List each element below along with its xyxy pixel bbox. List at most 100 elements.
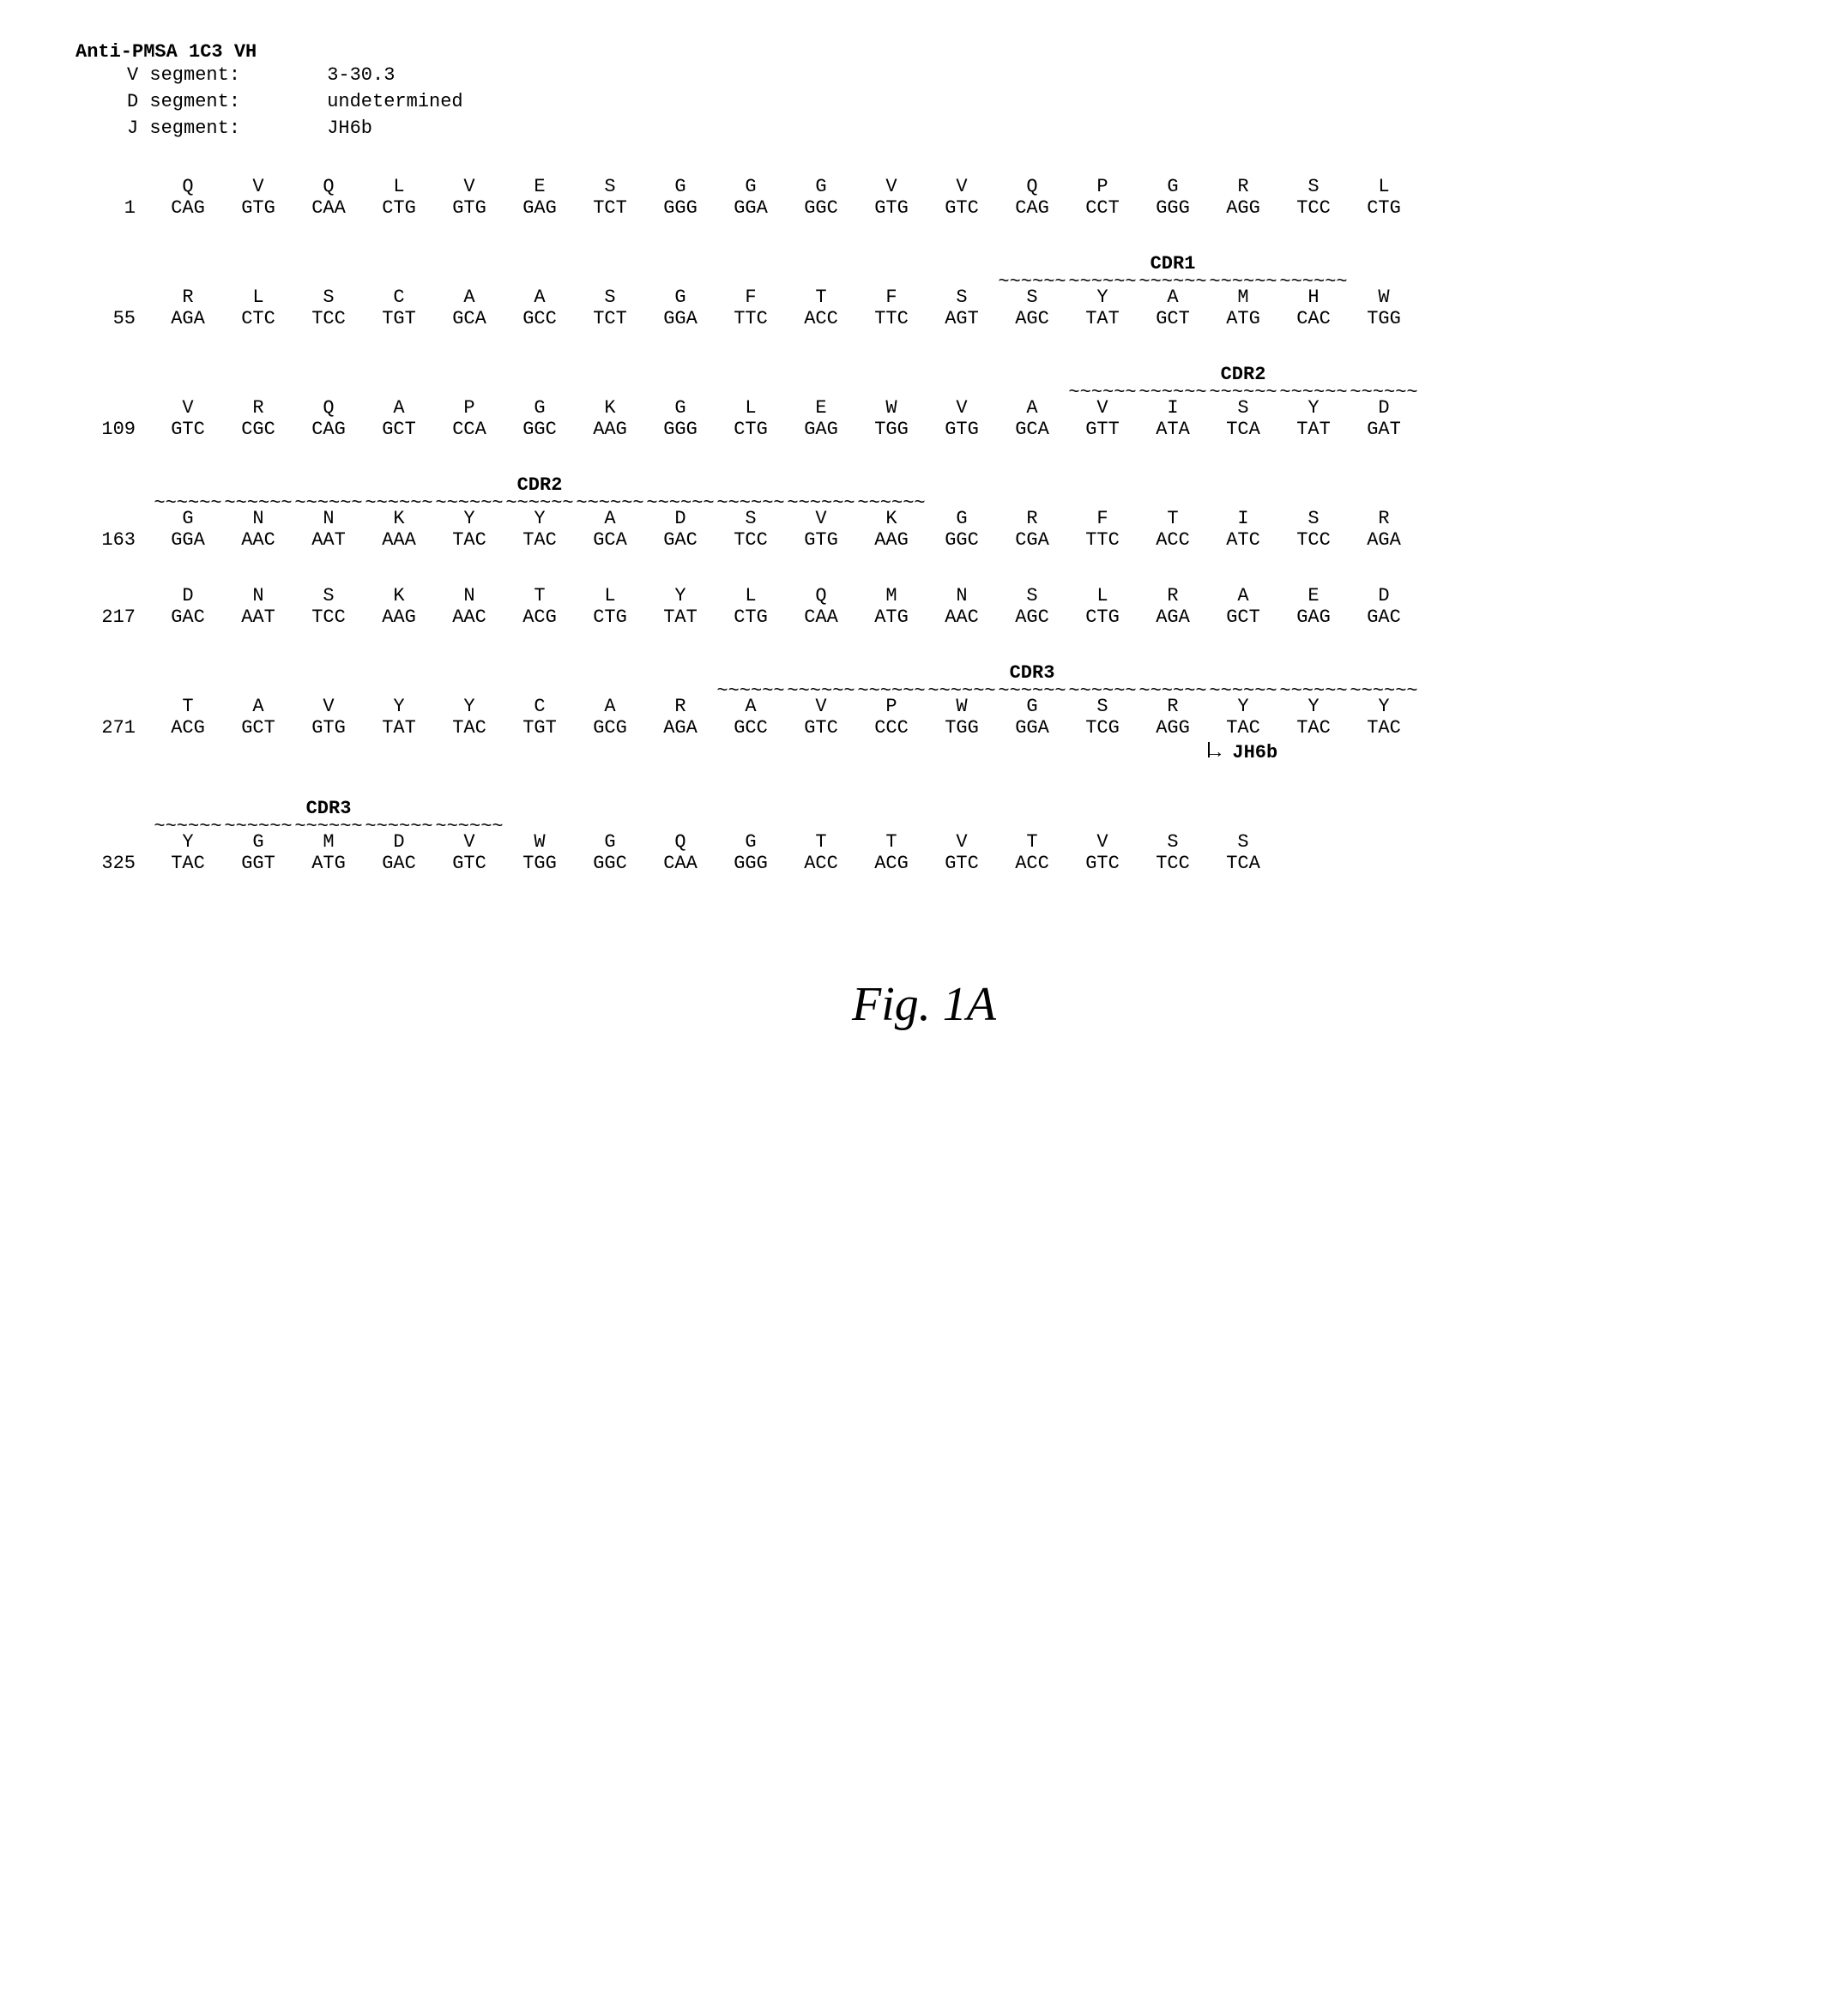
amino-acid: C xyxy=(364,287,434,308)
cdr-underline: ~~~~~~ xyxy=(153,819,223,831)
codon: ATA xyxy=(1138,419,1208,440)
codon: TCC xyxy=(293,308,364,329)
amino-acid: T xyxy=(153,696,223,717)
codon: GTC xyxy=(434,853,504,874)
amino-acid: Y xyxy=(153,831,223,853)
amino-acid: L xyxy=(575,585,645,606)
amino-acid: Y xyxy=(1278,397,1349,419)
codon: AAG xyxy=(575,419,645,440)
cdr-underline: ~~~~~~ xyxy=(293,819,364,831)
cdr-underline xyxy=(1208,819,1278,831)
cdr-underline xyxy=(575,275,645,287)
cdr-underline: ~~~~~~ xyxy=(223,496,293,508)
codon: ATG xyxy=(856,606,927,628)
jh-arrow: → JH6b xyxy=(1208,742,1278,763)
cdr-underline: ~~~~~~ xyxy=(1349,684,1419,696)
codon: TAC xyxy=(1278,717,1349,739)
cdr-underline: ~~~~~~ xyxy=(1067,684,1138,696)
cdr-underline xyxy=(153,385,223,397)
sequence-row: DNSKNTLYLQMNSLRAED217GACAATTCCAAGAACACGC… xyxy=(58,585,1790,628)
codon: TCC xyxy=(716,529,786,551)
amino-acid: V xyxy=(1067,397,1138,419)
codon: GCA xyxy=(575,529,645,551)
codon: AAT xyxy=(223,606,293,628)
codon: GTC xyxy=(927,853,997,874)
cdr-underline: ~~~~~~ xyxy=(716,496,786,508)
cdr-underline xyxy=(997,819,1067,831)
sequence-row: CDR2~~~~~~~~~~~~~~~~~~~~~~~~~~~~~~~~~~~~… xyxy=(58,474,1790,551)
codon: GGG xyxy=(716,853,786,874)
amino-acid: K xyxy=(575,397,645,419)
amino-acid: N xyxy=(434,585,504,606)
codon: TAC xyxy=(1349,717,1419,739)
cdr-underline xyxy=(856,819,927,831)
sequence-row: QVQLVESGGGVVQPGRSL1CAGGTGCAACTGGTGGAGTCT… xyxy=(58,176,1790,219)
cdr-underline xyxy=(364,385,434,397)
codon: GCA xyxy=(434,308,504,329)
codon: TCC xyxy=(1138,853,1208,874)
codon: GAC xyxy=(1349,606,1419,628)
codon: GGT xyxy=(223,853,293,874)
amino-acid: Y xyxy=(434,508,504,529)
codon: ACC xyxy=(1138,529,1208,551)
amino-acid: V xyxy=(223,176,293,197)
amino-acid: Y xyxy=(434,696,504,717)
cdr-underline: ~~~~~~ xyxy=(364,496,434,508)
amino-acid: H xyxy=(1278,287,1349,308)
amino-acid: W xyxy=(504,831,575,853)
codon: ACG xyxy=(856,853,927,874)
amino-acid: A xyxy=(716,696,786,717)
codon: AGC xyxy=(997,606,1067,628)
amino-acid: N xyxy=(293,508,364,529)
codon: TGG xyxy=(504,853,575,874)
cdr-label: CDR2 xyxy=(504,474,575,496)
codon: GCT xyxy=(223,717,293,739)
amino-acid: W xyxy=(856,397,927,419)
amino-acid: R xyxy=(997,508,1067,529)
codon: TCT xyxy=(575,308,645,329)
cdr-underline xyxy=(856,385,927,397)
cdr-underline xyxy=(1349,496,1419,508)
amino-acid: R xyxy=(153,287,223,308)
codon: AAC xyxy=(223,529,293,551)
amino-acid: R xyxy=(223,397,293,419)
amino-acid: L xyxy=(1349,176,1419,197)
codon: TTC xyxy=(716,308,786,329)
amino-acid: R xyxy=(1138,585,1208,606)
amino-acid: C xyxy=(504,696,575,717)
sequence-row: CDR2~~~~~~~~~~~~~~~~~~~~~~~~~~~~~~VRQAPG… xyxy=(58,364,1790,440)
amino-acid: L xyxy=(716,397,786,419)
cdr-underline xyxy=(1278,496,1349,508)
amino-acid: S xyxy=(293,287,364,308)
cdr-underline xyxy=(786,385,856,397)
codon: AGG xyxy=(1138,717,1208,739)
cdr-underline xyxy=(293,275,364,287)
amino-acid: L xyxy=(223,287,293,308)
amino-acid: Y xyxy=(504,508,575,529)
cdr-underline xyxy=(927,496,997,508)
amino-acid: K xyxy=(364,508,434,529)
codon: AGA xyxy=(645,717,716,739)
codon: AGC xyxy=(997,308,1067,329)
codon: GCA xyxy=(997,419,1067,440)
amino-acid: S xyxy=(997,585,1067,606)
codon: GAG xyxy=(504,197,575,219)
position-number: 55 xyxy=(58,308,153,329)
codon: AAT xyxy=(293,529,364,551)
amino-acid: M xyxy=(1208,287,1278,308)
cdr-underline xyxy=(504,684,575,696)
codon: GCG xyxy=(575,717,645,739)
codon: ACG xyxy=(153,717,223,739)
amino-acid: V xyxy=(1067,831,1138,853)
codon: TAC xyxy=(153,853,223,874)
amino-acid: N xyxy=(927,585,997,606)
codon: CCC xyxy=(856,717,927,739)
cdr-underline xyxy=(1138,496,1208,508)
codon: GAC xyxy=(645,529,716,551)
codon: GGC xyxy=(786,197,856,219)
codon: ACC xyxy=(786,853,856,874)
codon: CCT xyxy=(1067,197,1138,219)
codon: TAT xyxy=(364,717,434,739)
codon: CAG xyxy=(153,197,223,219)
cdr-underline xyxy=(716,385,786,397)
